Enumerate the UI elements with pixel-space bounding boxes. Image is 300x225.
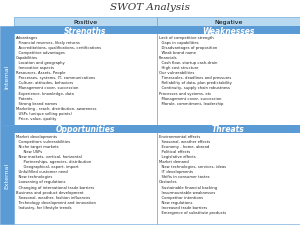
Text: Negative: Negative: [214, 20, 243, 25]
Bar: [157, 27, 300, 126]
Bar: [0, 126, 14, 224]
Bar: [14, 18, 157, 27]
Text: Internal: Internal: [4, 64, 10, 88]
Bar: [157, 27, 300, 35]
Text: External: External: [4, 162, 10, 188]
Text: SWOT Analysis: SWOT Analysis: [110, 3, 190, 12]
Bar: [0, 27, 14, 126]
Text: Lack of competitive strength
  Gaps in capabilities
  Disadvantages of propositi: Lack of competitive strength Gaps in cap…: [159, 36, 232, 105]
Text: Market developments
  Competitors vulnerabilities
  Niche target markets
      N: Market developments Competitors vulnerab…: [16, 134, 96, 209]
Bar: [157, 18, 300, 27]
Bar: [14, 27, 157, 35]
Text: Opportunities: Opportunities: [56, 125, 115, 134]
Bar: [14, 126, 157, 224]
Text: Threats: Threats: [212, 125, 245, 134]
Bar: [14, 27, 157, 126]
Bar: [14, 126, 157, 133]
Text: Advantages
  Financial reserves, likely returns
  Accreditations, qualifications: Advantages Financial reserves, likely re…: [16, 36, 101, 120]
Text: Positive: Positive: [74, 20, 98, 25]
Text: Weaknesses: Weaknesses: [202, 26, 255, 35]
Bar: [157, 126, 300, 224]
Bar: [157, 126, 300, 133]
Text: Environmental effects
  Seasonal, weather effects
  Economy - home, abroad
  Pol: Environmental effects Seasonal, weather …: [159, 134, 226, 214]
Text: Strengths: Strengths: [64, 26, 107, 35]
